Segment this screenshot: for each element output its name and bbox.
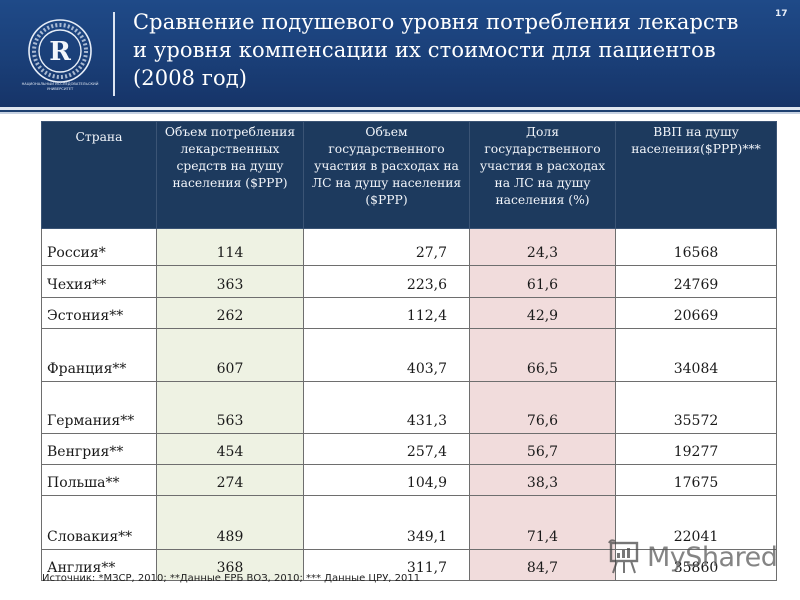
cell-gov-share: 24,3 bbox=[469, 228, 616, 266]
cell-country: Англия** bbox=[41, 549, 157, 581]
column-header-gov-share: Доля государственного участия в расходах… bbox=[469, 121, 616, 229]
cell-volume: 489 bbox=[156, 495, 304, 550]
cell-volume: 114 bbox=[156, 228, 304, 266]
column-header-gov-spending: Объем государственного участия в расхода… bbox=[303, 121, 470, 229]
cell-gdp: 19277 bbox=[615, 433, 777, 465]
cell-gov-share: 42,9 bbox=[469, 297, 616, 329]
cell-gov-share: 76,6 bbox=[469, 381, 616, 434]
table-row: Словакия** 489 349,1 71,4 22041 bbox=[41, 495, 777, 550]
cell-gdp: 17675 bbox=[615, 464, 777, 496]
cell-volume: 262 bbox=[156, 297, 304, 329]
cell-volume: 563 bbox=[156, 381, 304, 434]
cell-gov-spending: 349,1 bbox=[303, 495, 470, 550]
cell-gov-spending: 403,7 bbox=[303, 328, 470, 382]
cell-volume: 274 bbox=[156, 464, 304, 496]
table-header-row: Страна Объем потребления лекарственных с… bbox=[41, 121, 777, 229]
cell-country: Россия* bbox=[41, 228, 157, 266]
cell-country: Чехия** bbox=[41, 265, 157, 298]
header-rule bbox=[0, 112, 800, 114]
cell-gov-share: 84,7 bbox=[469, 549, 616, 581]
header-rule bbox=[0, 110, 800, 112]
cell-gov-share: 38,3 bbox=[469, 464, 616, 496]
cell-gov-spending: 112,4 bbox=[303, 297, 470, 329]
cell-volume: 368 bbox=[156, 549, 304, 581]
column-header-volume: Объем потребления лекарственных средств … bbox=[156, 121, 304, 229]
cell-country: Венгрия** bbox=[41, 433, 157, 465]
table-row: Чехия** 363 223,6 61,6 24769 bbox=[41, 265, 777, 298]
cell-gdp: 22041 bbox=[615, 495, 777, 550]
comparison-table: Страна Объем потребления лекарственных с… bbox=[41, 121, 777, 581]
cell-gov-share: 71,4 bbox=[469, 495, 616, 550]
table-row: Россия* 114 27,7 24,3 16568 bbox=[41, 228, 777, 266]
table-row: Польша** 274 104,9 38,3 17675 bbox=[41, 464, 777, 496]
cell-country: Германия** bbox=[41, 381, 157, 434]
table-row: Эстония** 262 112,4 42,9 20669 bbox=[41, 297, 777, 329]
svg-text:R: R bbox=[49, 37, 71, 67]
cell-gov-spending: 257,4 bbox=[303, 433, 470, 465]
table-row: Венгрия** 454 257,4 56,7 19277 bbox=[41, 433, 777, 465]
header-divider bbox=[113, 12, 115, 96]
cell-gdp: 35572 bbox=[615, 381, 777, 434]
cell-country: Польша** bbox=[41, 464, 157, 496]
slide-title: Сравнение подушевого уровня потребления … bbox=[133, 10, 739, 90]
slide-header: R НАЦИОНАЛЬНЫЙ ИССЛЕДОВАТЕЛЬСКИЙ УНИВЕРС… bbox=[0, 0, 800, 107]
cell-gov-spending: 431,3 bbox=[303, 381, 470, 434]
cell-gov-spending: 311,7 bbox=[303, 549, 470, 581]
cell-gov-share: 61,6 bbox=[469, 265, 616, 298]
cell-volume: 363 bbox=[156, 265, 304, 298]
cell-country: Словакия** bbox=[41, 495, 157, 550]
slide-number: 17 bbox=[775, 9, 788, 19]
table-row: Германия** 563 431,3 76,6 35572 bbox=[41, 381, 777, 434]
cell-volume: 607 bbox=[156, 328, 304, 382]
hse-logo-icon: R bbox=[28, 19, 92, 83]
cell-gov-spending: 223,6 bbox=[303, 265, 470, 298]
column-header-country: Страна bbox=[41, 121, 157, 229]
cell-gdp: 20669 bbox=[615, 297, 777, 329]
cell-gdp: 24769 bbox=[615, 265, 777, 298]
source-note: Источник: *МЗСР, 2010; **Данные ЕРБ ВОЗ,… bbox=[42, 573, 421, 584]
cell-gov-share: 56,7 bbox=[469, 433, 616, 465]
cell-gdp: 35860 bbox=[615, 549, 777, 581]
cell-country: Франция** bbox=[41, 328, 157, 382]
table-row: Франция** 607 403,7 66,5 34084 bbox=[41, 328, 777, 382]
cell-volume: 454 bbox=[156, 433, 304, 465]
cell-country: Эстония** bbox=[41, 297, 157, 329]
column-header-gdp: ВВП на душу населения($PPP)*** bbox=[615, 121, 777, 229]
header-rule bbox=[0, 107, 800, 110]
table-row: Англия** 368 311,7 84,7 35860 bbox=[41, 549, 777, 581]
logo-caption: НАЦИОНАЛЬНЫЙ ИССЛЕДОВАТЕЛЬСКИЙ УНИВЕРСИТ… bbox=[21, 82, 99, 91]
cell-gov-share: 66,5 bbox=[469, 328, 616, 382]
cell-gov-spending: 104,9 bbox=[303, 464, 470, 496]
cell-gdp: 34084 bbox=[615, 328, 777, 382]
cell-gdp: 16568 bbox=[615, 228, 777, 266]
cell-gov-spending: 27,7 bbox=[303, 228, 470, 266]
